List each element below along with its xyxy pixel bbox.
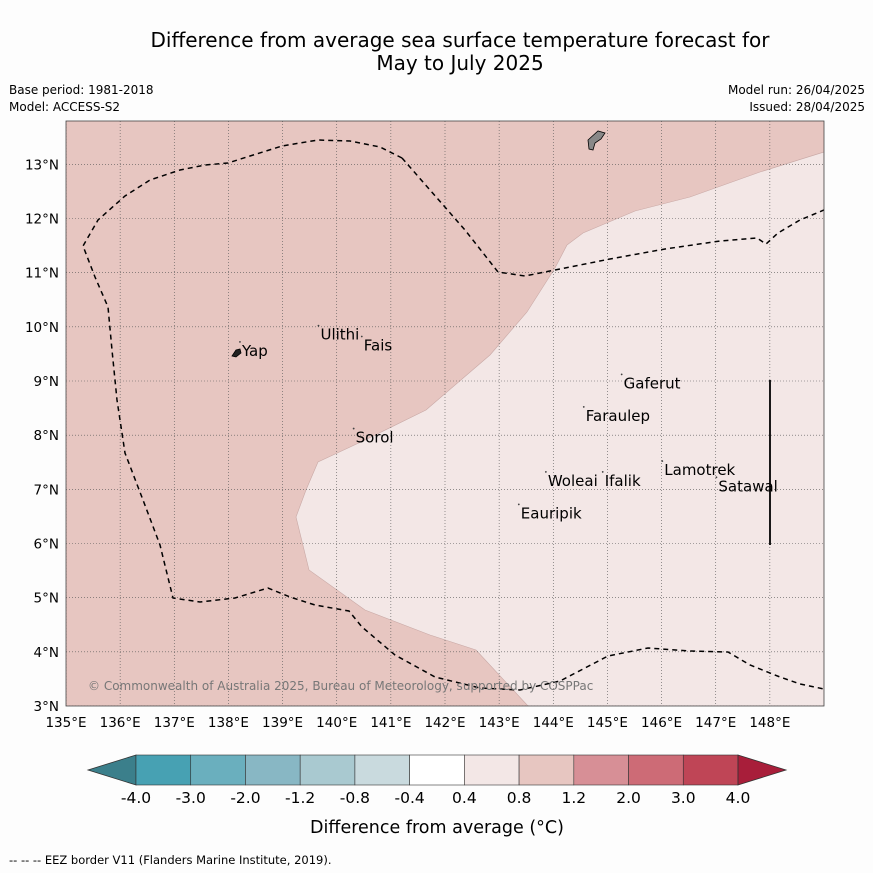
longitude-tick-label: 138°E	[208, 715, 249, 731]
colorbar-tick-label: -0.4	[395, 789, 425, 807]
colorbar-segment	[518, 754, 575, 786]
island-marker	[317, 324, 320, 327]
colorbar-tick-label: 4.0	[726, 789, 751, 807]
place-label-ifalik: Ifalik	[605, 472, 641, 490]
island-marker	[544, 471, 547, 473]
place-label-gaferut: Gaferut	[624, 374, 681, 392]
longitude-tick-label: 135°E	[45, 715, 86, 731]
colorbar-tick-label: -1.2	[285, 789, 315, 807]
latitude-tick-label: 8°N	[34, 428, 59, 444]
map-title-line2: May to July 2025	[376, 51, 544, 75]
latitude-tick-label: 7°N	[34, 482, 59, 498]
base-period-label: Base period: 1981-2018	[9, 83, 154, 97]
colorbar-segment	[135, 754, 192, 786]
colorbar-label: Difference from average (°C)	[310, 818, 564, 838]
longitude-tick-label: 146°E	[641, 715, 682, 731]
colorbar-segment	[409, 754, 465, 786]
map-title-line1: Difference from average sea surface temp…	[150, 28, 770, 52]
place-labels: Yap Ulithi Fais Gaferut Faraulep Sorol Woleai I…	[239, 324, 778, 522]
colorbar-tick-label: 3.0	[671, 789, 696, 807]
colorbar-segment	[573, 754, 629, 786]
place-label-yap: Yap	[241, 342, 268, 360]
colorbar-segment	[464, 754, 520, 786]
latitude-tick-label: 6°N	[34, 537, 59, 553]
longitude-tick-label: 148°E	[749, 715, 790, 731]
colorbar-tick-label: 0.8	[507, 789, 532, 807]
latitude-tick-label: 12°N	[25, 212, 59, 228]
axis-labels: 135°E 136°E 137°E 138°E 139°E 140°E 141°E 142°E…	[25, 157, 790, 731]
latitude-tick-label: 4°N	[34, 645, 59, 661]
island-marker	[517, 503, 520, 506]
latitude-tick-label: 9°N	[34, 374, 59, 390]
place-label-sorol: Sorol	[356, 429, 394, 447]
longitude-tick-label: 142°E	[424, 715, 465, 731]
colorbar-segment	[354, 754, 410, 786]
island-marker	[360, 335, 363, 338]
colorbar-extend-low	[86, 754, 137, 786]
place-label-eauripik: Eauripik	[521, 504, 582, 522]
island-marker	[715, 476, 718, 479]
colorbar-tick-label: -2.0	[230, 789, 260, 807]
yap-island	[231, 348, 242, 358]
colorbar-tick-label: 1.2	[561, 789, 586, 807]
colorbar-tick-label: 0.4	[452, 789, 477, 807]
eez-border-line	[401, 157, 824, 277]
colorbar-extend-high	[737, 754, 788, 786]
colorbar-tick-label: -4.0	[121, 789, 151, 807]
latitude-tick-label: 5°N	[34, 591, 59, 607]
place-label-woleai: Woleai	[548, 472, 598, 490]
longitude-tick-label: 143°E	[479, 715, 520, 731]
island-marker	[661, 460, 664, 462]
model-run-label: Model run: 26/04/2025	[727, 83, 865, 97]
colorbar-tick-label: 2.0	[616, 789, 641, 807]
latitude-tick-label: 11°N	[25, 266, 59, 282]
colorbar-segment	[190, 754, 246, 786]
place-label-satawal: Satawal	[718, 477, 777, 495]
colorbar: -4.0 -3.0 -2.0 -1.2 -0.8 -0.4 0.4 0.8 1.2 2.0 3.0 4…	[86, 754, 788, 807]
copyright-text: © Commonwealth of Australia 2025, Bureau…	[88, 679, 593, 693]
anomaly-zone-0.4-0.8	[295, 151, 824, 706]
latitude-tick-label: 10°N	[25, 320, 59, 336]
colorbar-segment	[628, 754, 684, 786]
colorbar-tick-label: -0.8	[340, 789, 370, 807]
model-label: Model: ACCESS-S2	[9, 100, 121, 114]
island-marker	[352, 427, 355, 430]
place-label-faraulep: Faraulep	[586, 407, 650, 425]
island-marker	[582, 406, 585, 408]
latitude-tick-label: 13°N	[25, 157, 59, 173]
latitude-tick-label: 3°N	[34, 699, 59, 715]
colorbar-segment	[299, 754, 356, 786]
longitude-tick-label: 139°E	[262, 715, 303, 731]
place-label-lamotrek: Lamotrek	[664, 461, 735, 479]
colorbar-tick-label: -3.0	[176, 789, 206, 807]
longitude-tick-label: 144°E	[533, 715, 574, 731]
guam-island	[587, 130, 606, 151]
place-label-fais: Fais	[364, 337, 393, 355]
issued-label: Issued: 28/04/2025	[749, 100, 865, 114]
eez-border-line	[82, 139, 824, 691]
colorbar-segment	[245, 754, 301, 786]
island-marker	[239, 341, 241, 343]
island-marker	[620, 373, 623, 376]
plot-frame	[65, 120, 825, 707]
longitude-tick-label: 141°E	[370, 715, 411, 731]
longitude-tick-label: 140°E	[316, 715, 357, 731]
colorbar-segment	[682, 754, 739, 786]
longitude-tick-label: 145°E	[587, 715, 628, 731]
eez-legend-note: -- -- -- EEZ border V11 (Flanders Marine…	[9, 853, 332, 867]
longitude-tick-label: 137°E	[154, 715, 195, 731]
longitude-tick-label: 147°E	[695, 715, 736, 731]
island-marker	[601, 471, 604, 473]
longitude-tick-label: 136°E	[100, 715, 141, 731]
lat-lon-gridlines	[66, 121, 824, 706]
place-label-ulithi: Ulithi	[320, 326, 359, 344]
